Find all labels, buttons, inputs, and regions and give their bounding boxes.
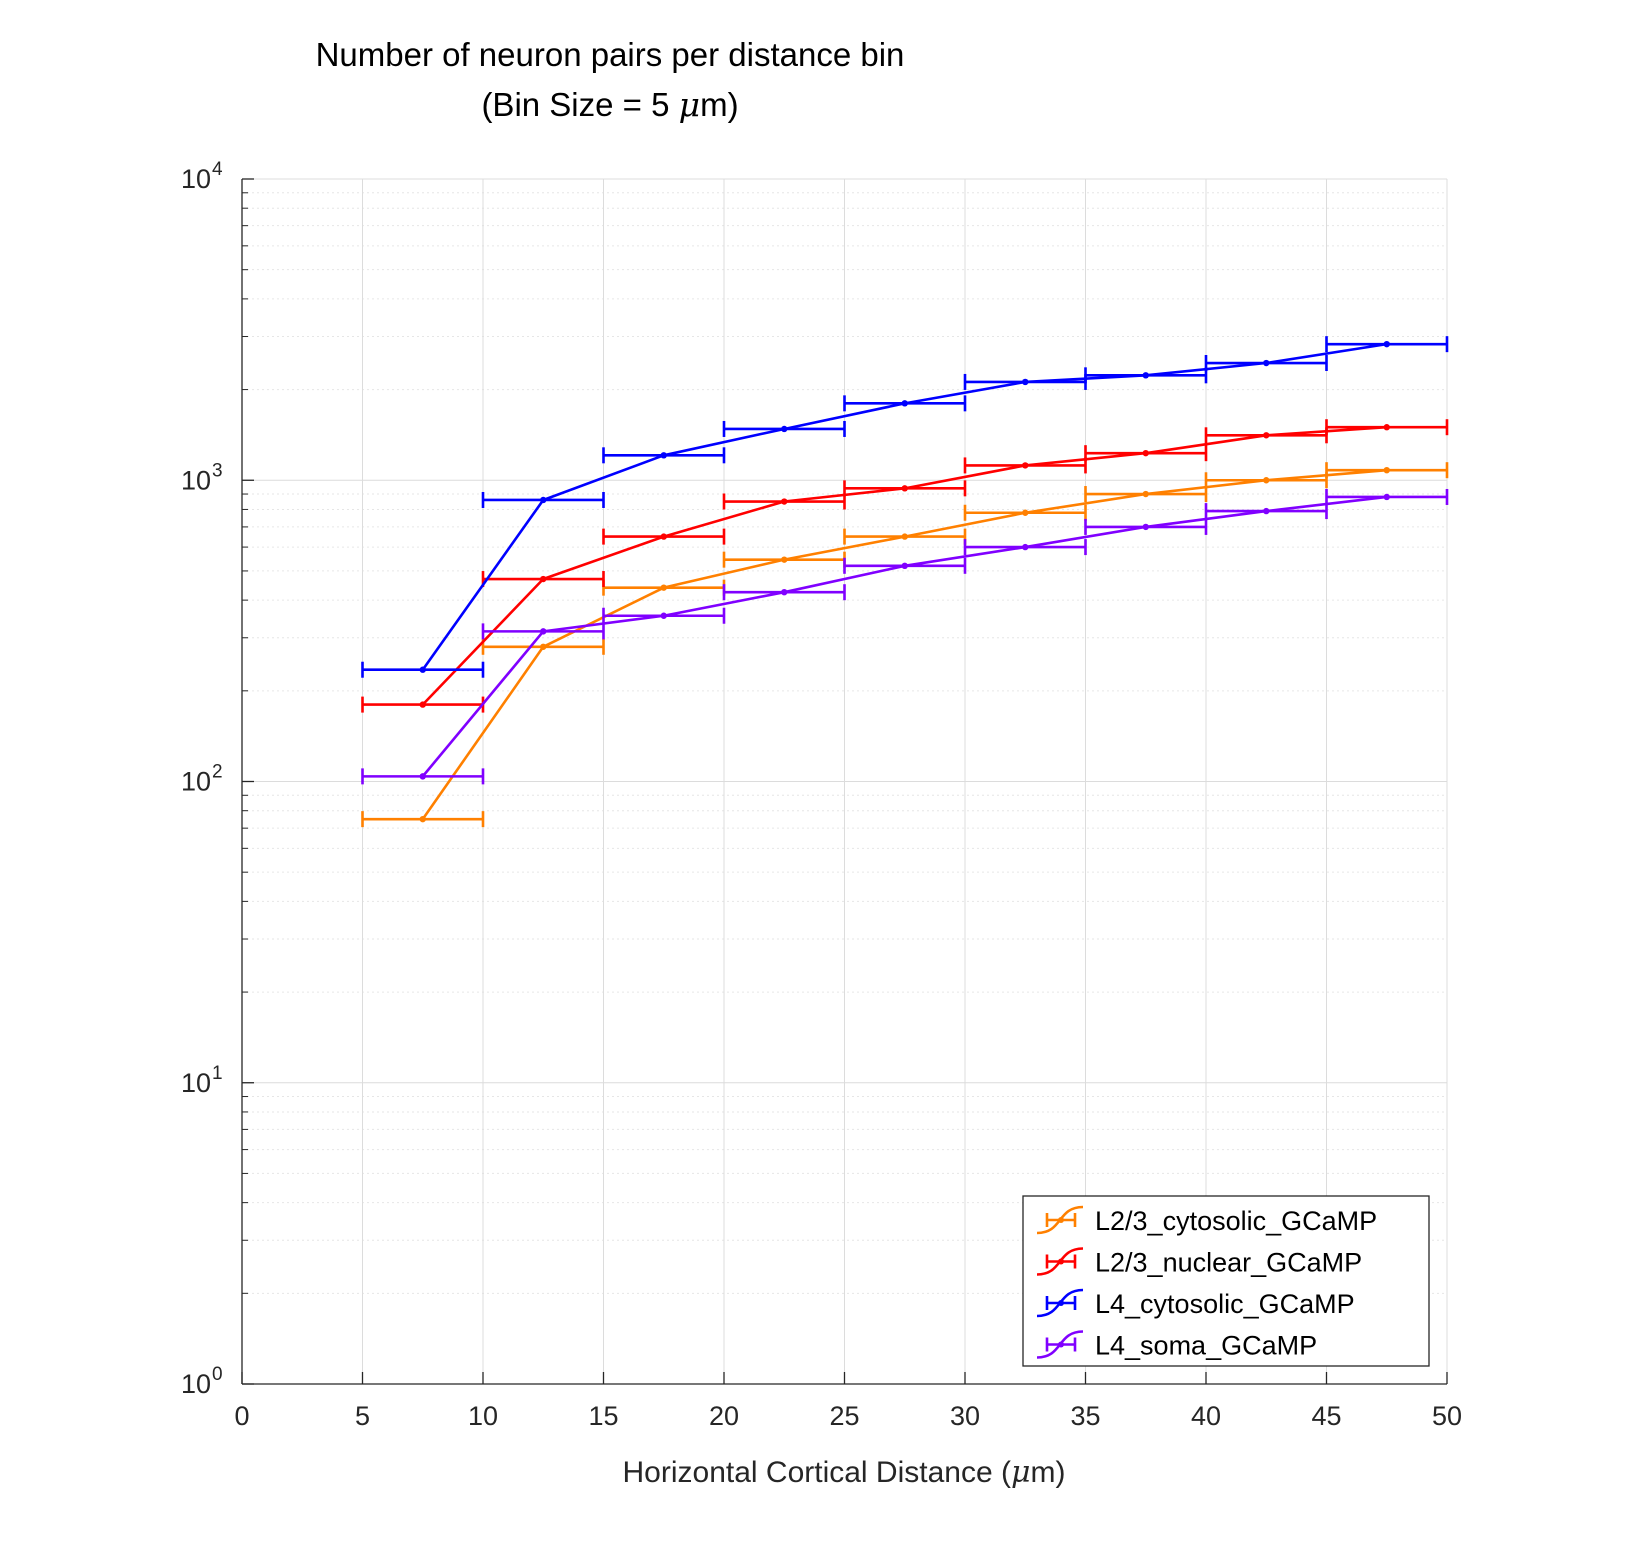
x-tick-label: 50 xyxy=(1432,1401,1462,1431)
legend-box xyxy=(1022,1195,1430,1367)
x-tick-label: 10 xyxy=(468,1401,498,1431)
legend-label: L2/3_cytosolic_GCaMP xyxy=(1095,1206,1377,1236)
chart-title-line1: Number of neuron pairs per distance bin xyxy=(316,36,905,73)
y-tick-label: 10 xyxy=(181,1068,211,1098)
data-point xyxy=(660,533,667,540)
data-point xyxy=(1142,449,1149,457)
data-point xyxy=(781,425,788,433)
x-axis-title: Horizontal Cortical Distance (μm) xyxy=(623,1455,1066,1490)
data-point xyxy=(419,773,426,780)
data-point xyxy=(1142,372,1149,379)
data-point xyxy=(901,485,908,492)
legend-label: L2/3_nuclear_GCaMP xyxy=(1095,1248,1362,1278)
x-tick-label: 5 xyxy=(355,1401,370,1431)
data-point xyxy=(901,533,908,540)
data-point xyxy=(1142,523,1149,531)
legend-entry: L4_soma_GCaMP xyxy=(1036,1330,1317,1361)
data-point xyxy=(419,701,426,708)
data-point xyxy=(1383,466,1390,474)
legend-entry: L4_cytosolic_GCaMP xyxy=(1036,1288,1355,1319)
y-tick-exponent: 4 xyxy=(212,159,223,180)
data-point xyxy=(1022,509,1029,516)
data-point xyxy=(901,400,908,407)
data-point xyxy=(781,498,788,505)
data-point xyxy=(781,588,788,596)
x-tick-label: 15 xyxy=(588,1401,618,1431)
data-point xyxy=(1263,432,1270,439)
data-point xyxy=(660,452,667,459)
data-point xyxy=(1263,507,1270,515)
legend: L2/3_cytosolic_GCaMP L2/3_nuclear_GCaMP L4… xyxy=(1022,1195,1430,1367)
legend-entry: L2/3_nuclear_GCaMP xyxy=(1036,1247,1362,1278)
legend-label: L4_soma_GCaMP xyxy=(1095,1331,1317,1361)
data-point xyxy=(1022,378,1029,386)
data-point xyxy=(540,643,547,650)
data-point xyxy=(540,496,547,504)
series-layer xyxy=(361,336,1449,828)
y-tick-label: 10 xyxy=(181,1369,211,1399)
legend-marker-icon xyxy=(1058,1217,1064,1223)
data-point xyxy=(1142,490,1149,498)
legend-label: L4_cytosolic_GCaMP xyxy=(1095,1289,1355,1319)
data-point xyxy=(1263,477,1270,484)
data-point xyxy=(1383,424,1390,431)
data-point xyxy=(660,584,667,591)
data-point xyxy=(1383,340,1390,348)
data-point xyxy=(660,612,667,619)
data-point xyxy=(1383,493,1390,501)
series-l4-soma-gcamp xyxy=(361,488,1449,785)
y-tick-exponent: 3 xyxy=(212,460,223,481)
series-l4-cytosolic-gcamp xyxy=(361,336,1449,678)
data-point xyxy=(1022,543,1029,551)
data-point xyxy=(540,628,547,635)
x-tick-label: 25 xyxy=(829,1401,859,1431)
x-tick-label: 40 xyxy=(1191,1401,1221,1431)
y-tick-exponent: 1 xyxy=(212,1063,223,1084)
x-tick-label: 35 xyxy=(1070,1401,1100,1431)
legend-entry: L2/3_cytosolic_GCaMP xyxy=(1036,1205,1377,1236)
data-point xyxy=(1022,462,1029,469)
data-point xyxy=(419,666,426,673)
y-tick-label: 10 xyxy=(181,465,211,495)
y-tick-label: 10 xyxy=(181,767,211,797)
data-point xyxy=(419,815,426,823)
data-point xyxy=(901,562,908,570)
x-tick-label: 45 xyxy=(1311,1401,1341,1431)
chart-title-line2: (Bin Size = 5 μm) xyxy=(481,85,738,124)
legend-marker-icon xyxy=(1058,1258,1064,1265)
y-tick-label: 10 xyxy=(181,164,211,194)
y-tick-exponent: 2 xyxy=(212,762,223,783)
x-tick-label: 0 xyxy=(234,1401,249,1431)
legend-marker-icon xyxy=(1058,1300,1064,1306)
data-point xyxy=(540,575,547,583)
x-tick-label: 30 xyxy=(950,1401,980,1431)
legend-marker-icon xyxy=(1058,1341,1064,1348)
data-point xyxy=(781,556,788,563)
data-point xyxy=(1263,359,1270,367)
x-tick-label: 20 xyxy=(709,1401,739,1431)
y-tick-exponent: 0 xyxy=(212,1364,223,1385)
